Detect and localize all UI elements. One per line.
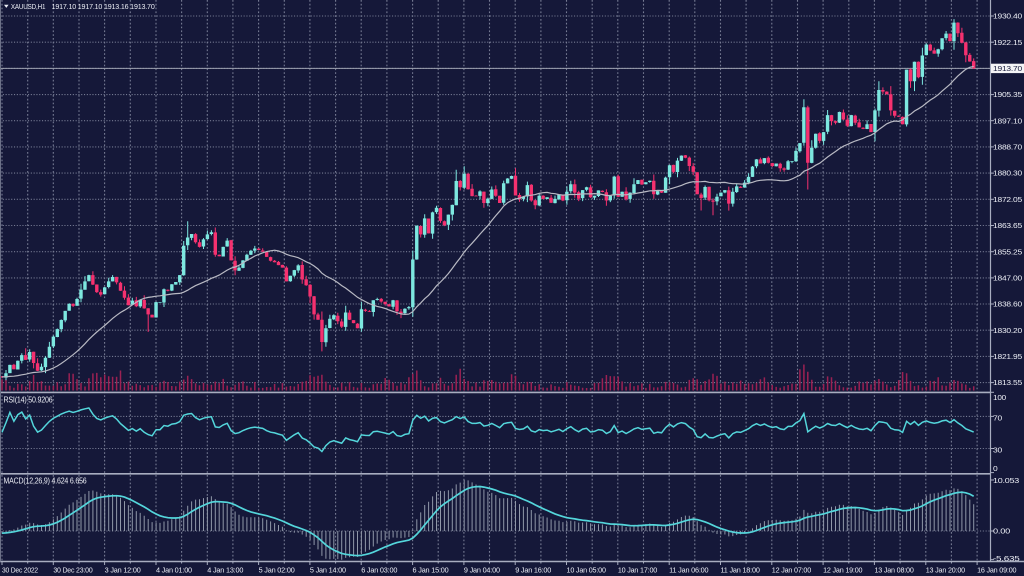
- svg-text:5 Jan 02:00: 5 Jan 02:00: [259, 565, 295, 574]
- svg-text:100: 100: [993, 393, 1006, 402]
- svg-text:1880.30: 1880.30: [993, 169, 1022, 178]
- svg-text:11 Jan 18:00: 11 Jan 18:00: [720, 565, 759, 574]
- svg-text:10 Jan 05:00: 10 Jan 05:00: [567, 565, 606, 574]
- svg-text:1897.10: 1897.10: [993, 116, 1022, 125]
- svg-text:3 Jan 12:00: 3 Jan 12:00: [105, 565, 141, 574]
- svg-text:30 Dec 23:00: 30 Dec 23:00: [53, 565, 92, 574]
- svg-text:1830.20: 1830.20: [993, 326, 1022, 335]
- svg-text:1872.05: 1872.05: [993, 195, 1022, 204]
- svg-text:13 Jan 08:00: 13 Jan 08:00: [874, 565, 913, 574]
- svg-text:1821.95: 1821.95: [993, 352, 1022, 361]
- svg-text:1813.55: 1813.55: [993, 378, 1022, 387]
- svg-text:1922.15: 1922.15: [993, 38, 1022, 47]
- svg-text:12 Jan 07:00: 12 Jan 07:00: [772, 565, 811, 574]
- svg-text:1847.00: 1847.00: [993, 273, 1022, 282]
- svg-text:XAUUSD,H1: XAUUSD,H1: [11, 2, 45, 11]
- svg-text:RSI(14) 50.9206: RSI(14) 50.9206: [4, 395, 54, 404]
- svg-text:10 Jan 17:00: 10 Jan 17:00: [618, 565, 657, 574]
- svg-text:1838.60: 1838.60: [993, 300, 1022, 309]
- svg-text:1905.35: 1905.35: [993, 90, 1022, 99]
- svg-text:1888.70: 1888.70: [993, 143, 1022, 152]
- svg-text:1913.70: 1913.70: [993, 64, 1022, 73]
- svg-text:11 Jan 06:00: 11 Jan 06:00: [669, 565, 708, 574]
- svg-text:4 Jan 13:00: 4 Jan 13:00: [207, 565, 243, 574]
- svg-text:0.00: 0.00: [993, 527, 1010, 536]
- svg-text:16 Jan 09:00: 16 Jan 09:00: [977, 565, 1016, 574]
- svg-text:70: 70: [993, 414, 1002, 423]
- svg-text:4 Jan 01:00: 4 Jan 01:00: [156, 565, 192, 574]
- svg-text:6 Jan 03:00: 6 Jan 03:00: [361, 565, 397, 574]
- svg-text:1855.25: 1855.25: [993, 247, 1022, 256]
- svg-text:1863.65: 1863.65: [993, 221, 1022, 230]
- svg-text:-5.635: -5.635: [993, 554, 1020, 563]
- svg-text:13 Jan 20:00: 13 Jan 20:00: [926, 565, 965, 574]
- svg-text:1930.40: 1930.40: [993, 12, 1022, 21]
- svg-text:12 Jan 19:00: 12 Jan 19:00: [823, 565, 862, 574]
- svg-text:30: 30: [993, 446, 1002, 455]
- svg-text:MACD(12,26,9) 4.624 6.656: MACD(12,26,9) 4.624 6.656: [4, 477, 88, 486]
- svg-text:5 Jan 14:00: 5 Jan 14:00: [310, 565, 346, 574]
- svg-text:1917.10 1917.10 1913.16 1913.7: 1917.10 1917.10 1913.16 1913.70: [52, 2, 155, 11]
- svg-text:30 Dec 2022: 30 Dec 2022: [2, 565, 38, 574]
- svg-text:10.053: 10.053: [993, 476, 1019, 485]
- svg-text:9 Jan 04:00: 9 Jan 04:00: [464, 565, 500, 574]
- svg-text:9 Jan 16:00: 9 Jan 16:00: [515, 565, 551, 574]
- svg-text:0: 0: [993, 464, 998, 473]
- svg-text:6 Jan 15:00: 6 Jan 15:00: [413, 565, 449, 574]
